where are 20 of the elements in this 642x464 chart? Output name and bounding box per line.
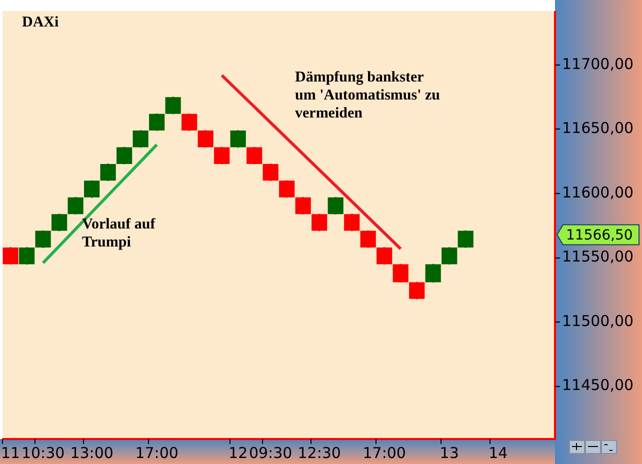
x-tick-label: 11 — [0, 444, 20, 462]
y-tick-label: 11500,00 — [562, 312, 634, 330]
x-tick-label: 09:30 — [248, 444, 292, 462]
x-tick-label: 13:00 — [70, 444, 114, 462]
x-tick-label: 13 — [440, 444, 459, 462]
text: 11566,50 — [566, 227, 633, 244]
chart-title: DAXi — [22, 14, 59, 30]
annotation: Vorlauf auf Trumpi — [82, 216, 156, 250]
x-tick-label: 17:00 — [362, 444, 406, 462]
x-tick-label: 17:00 — [135, 444, 178, 462]
y-tick-label: 11600,00 — [562, 183, 634, 202]
y-tick-label: 11450,00 — [562, 376, 634, 394]
y-tick-label: 11700,00 — [562, 54, 634, 73]
x-tick-label: 14 — [488, 444, 508, 462]
y-tick-label: 11650,00 — [562, 119, 634, 138]
annotation: Dämpfung bankster um 'Automatismus' zu vermeiden — [295, 69, 440, 122]
x-tick-label: 12 — [228, 444, 248, 462]
x-tick-label: 12:30 — [298, 444, 341, 462]
y-tick-label: 11550,00 — [562, 248, 634, 266]
x-tick-label: 10:30 — [21, 444, 65, 462]
